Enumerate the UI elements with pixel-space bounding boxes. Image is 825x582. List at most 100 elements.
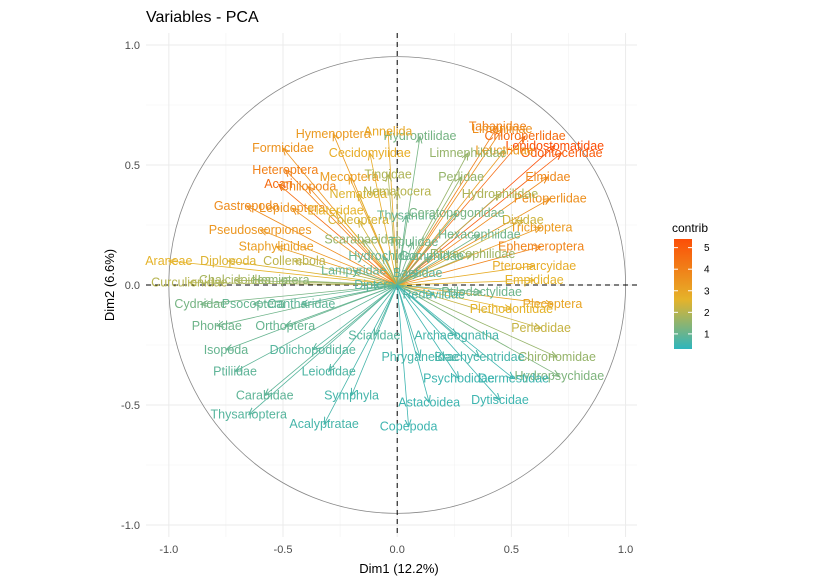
y-tick-label: 0.5	[125, 160, 140, 172]
x-axis-ticks: -1.0 -0.5 0.0 0.5 1.0	[159, 544, 633, 556]
variable-label: Tabanidae	[469, 120, 527, 134]
variable-arrow	[396, 284, 479, 357]
variable-arrow	[396, 153, 468, 286]
y-tick-label: -1.0	[121, 520, 140, 532]
variable-arrow	[253, 284, 398, 304]
variable-label: Ptiliidae	[213, 364, 257, 378]
variable-label: Lepidostomatidae	[505, 139, 604, 153]
variable-label: Plethodontidae	[470, 302, 553, 316]
variable-arrow	[397, 254, 472, 286]
variable-label: Symphyla	[324, 388, 379, 402]
variable-label: Copepoda	[380, 420, 438, 434]
variable-label: Leuctridae	[475, 144, 533, 158]
variable-arrow	[396, 177, 548, 286]
variable-arrow	[363, 239, 398, 286]
variable-label: Sciaridae	[348, 328, 400, 342]
legend-tick-label: 1	[704, 329, 710, 340]
variable-label: Cecidomyiidae	[329, 146, 411, 160]
variable-label: Hymenoptera	[296, 127, 371, 141]
variable-label: Lampyridae	[321, 264, 386, 278]
variable-label: Acalyptratae	[289, 417, 359, 431]
variable-label: Formicidae	[252, 141, 314, 155]
variable-arrows	[169, 127, 562, 427]
variable-label: Baetidae	[393, 266, 442, 280]
variable-arrow	[292, 208, 398, 286]
variable-arrow	[324, 284, 398, 424]
variable-arrow	[397, 284, 511, 309]
variable-label: Hemiptera	[252, 273, 310, 287]
variable-label: Ptilodactylidae	[441, 285, 522, 299]
variable-arrow	[396, 284, 459, 379]
variable-arrow	[329, 284, 398, 371]
variable-label: Rhyacophilidae	[430, 247, 516, 261]
variable-label: Heteroptera	[252, 163, 318, 177]
variable-arrow	[249, 284, 398, 415]
variable-arrow	[397, 280, 534, 286]
legend-tick-label: 4	[704, 265, 710, 276]
variable-label: Cydnidae	[174, 297, 227, 311]
variable-label: Dytiscidae	[471, 393, 529, 407]
variable-label: Araneae	[145, 254, 192, 268]
variable-label: Hydroptilidae	[384, 129, 457, 143]
variable-label: Perlodidae	[511, 321, 571, 335]
variable-arrow	[396, 127, 497, 286]
variable-arrow	[396, 136, 420, 286]
variable-arrow	[396, 194, 500, 286]
variable-label: Dolichopodidae	[270, 343, 356, 357]
variable-label: Chalcidoidea	[199, 273, 271, 287]
y-axis-ticks: -1.0 -0.5 0.0 0.5 1.0	[121, 40, 140, 532]
variable-arrow	[396, 284, 408, 427]
variable-label: Lepidoptera	[259, 201, 325, 215]
variable-arrow	[294, 261, 398, 286]
variable-label: Brachycentridae	[434, 350, 524, 364]
variable-label: Trichoptera	[510, 220, 573, 234]
variable-label: Tipulidae	[388, 235, 438, 249]
variable-arrow	[396, 284, 513, 379]
x-tick-label: -0.5	[274, 544, 293, 556]
variable-arrow	[396, 215, 406, 286]
variable-label: Annelida	[364, 124, 413, 138]
variable-label: Ceratopogonidae	[409, 206, 505, 220]
variable-arrow	[336, 211, 398, 286]
variable-label: Dixidae	[502, 213, 544, 227]
variable-arrow	[388, 175, 398, 286]
variable-label: Chironomidae	[518, 350, 596, 364]
variable-arrow	[396, 256, 431, 286]
variable-arrow	[396, 136, 525, 286]
y-tick-label: -0.5	[121, 400, 140, 412]
variable-arrow	[354, 271, 398, 286]
variable-label: Mecoptera	[320, 170, 379, 184]
variable-arrow	[260, 230, 398, 286]
variable-arrow	[396, 284, 429, 403]
x-tick-label: 0.5	[504, 544, 519, 556]
variable-label: Thysanura	[377, 208, 436, 222]
variable-arrow	[228, 261, 398, 286]
variable-arrow	[397, 273, 418, 286]
variable-label: Chilopoda	[280, 180, 336, 194]
variable-label: Dermestidae	[478, 372, 549, 386]
variable-label: Phryganeidae	[381, 350, 458, 364]
variable-label: Orthoptera	[255, 319, 315, 333]
variable-label: Hydropsychidae	[515, 369, 605, 383]
variable-label: Coleoptera	[328, 213, 389, 227]
variable-arrow	[396, 242, 413, 286]
variable-label: Pseudoscorpiones	[209, 223, 312, 237]
variable-label: Empididae	[505, 273, 564, 287]
contrib-legend: contrib 1 2 3 4 5	[672, 221, 710, 349]
variable-label: Isopoda	[204, 343, 249, 357]
variable-arrow	[301, 284, 398, 304]
y-tick-label: 1.0	[125, 40, 140, 52]
variable-label: Psychodidae	[423, 372, 495, 386]
variable-label: Nematoda	[330, 187, 388, 201]
variable-arrow	[246, 206, 398, 286]
variable-arrow	[265, 284, 398, 395]
variable-label: Elateridae	[307, 204, 363, 218]
variable-label: Odontoceridae	[521, 146, 603, 160]
variable-arrow	[226, 284, 398, 350]
y-tick-label: 0.0	[125, 280, 140, 292]
variable-label: Cantharidae	[267, 297, 335, 311]
variable-arrow	[352, 284, 398, 395]
variable-arrow	[358, 220, 398, 286]
variable-label: Diptera	[354, 278, 394, 292]
variable-label: Chloroperlidae	[484, 129, 565, 143]
